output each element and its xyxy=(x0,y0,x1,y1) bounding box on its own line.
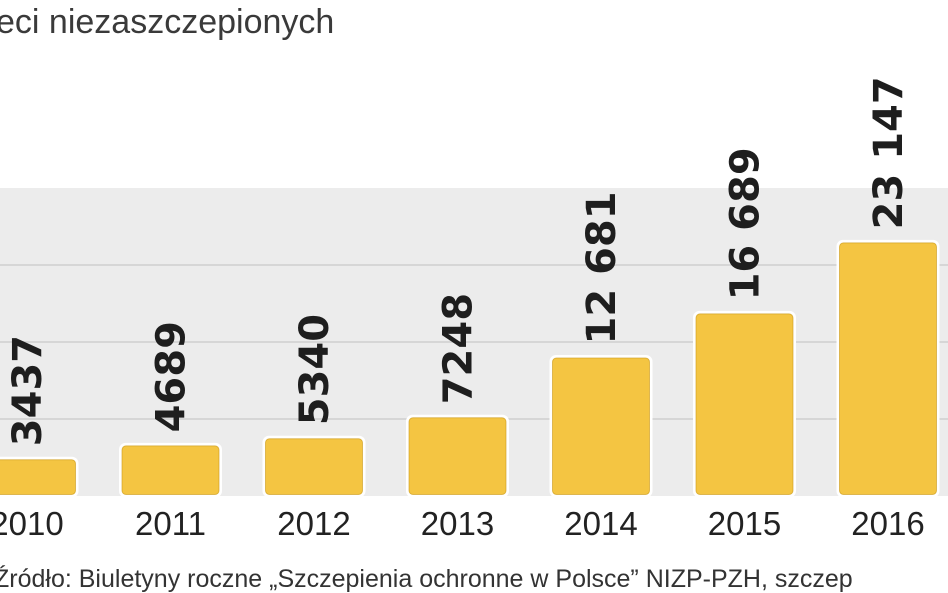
bar-2014 xyxy=(549,355,653,498)
bar-outline-2014 xyxy=(552,357,650,495)
bar-outline-2010 xyxy=(0,459,76,495)
chart-title: eci niezaszczepionych xyxy=(0,3,334,41)
category-label-2010: 2010 xyxy=(0,505,64,542)
value-label-2013: 7248 xyxy=(436,293,482,404)
bar-outline-2013 xyxy=(408,417,507,495)
bars xyxy=(0,239,940,498)
source-note: Źródło: Biuletyny roczne „Szczepienia oc… xyxy=(0,564,853,593)
value-label-2012: 5340 xyxy=(292,314,338,425)
bar-outline-2011 xyxy=(121,445,220,495)
category-label-2014: 2014 xyxy=(564,505,637,542)
bar-outline-2015 xyxy=(695,313,794,495)
value-label-2010: 3437 xyxy=(5,335,51,446)
category-label-2011: 2011 xyxy=(135,505,206,542)
bar-2013 xyxy=(406,414,509,498)
bar-outline-2016 xyxy=(839,242,937,495)
category-label-2015: 2015 xyxy=(708,505,781,542)
bar-outline-2012 xyxy=(265,438,363,496)
category-labels: 2010 2011 2012 2013 2014 2015 2016 xyxy=(0,505,925,542)
category-label-2012: 2012 xyxy=(277,505,350,542)
category-label-2013: 2013 xyxy=(421,505,494,542)
bar-2016 xyxy=(836,239,940,498)
value-labels: 3437 4689 5340 7248 12 681 16 689 23 147 xyxy=(5,76,912,446)
category-label-2016: 2016 xyxy=(851,505,924,542)
bar-2010 xyxy=(0,456,79,498)
bar-2011 xyxy=(119,442,222,498)
bar-2015 xyxy=(693,310,796,498)
value-label-2011: 4689 xyxy=(149,321,195,432)
bar-2012 xyxy=(262,435,366,498)
value-label-2015: 16 689 xyxy=(723,147,769,300)
value-label-2016: 23 147 xyxy=(866,76,912,229)
value-label-2014: 12 681 xyxy=(579,191,625,344)
